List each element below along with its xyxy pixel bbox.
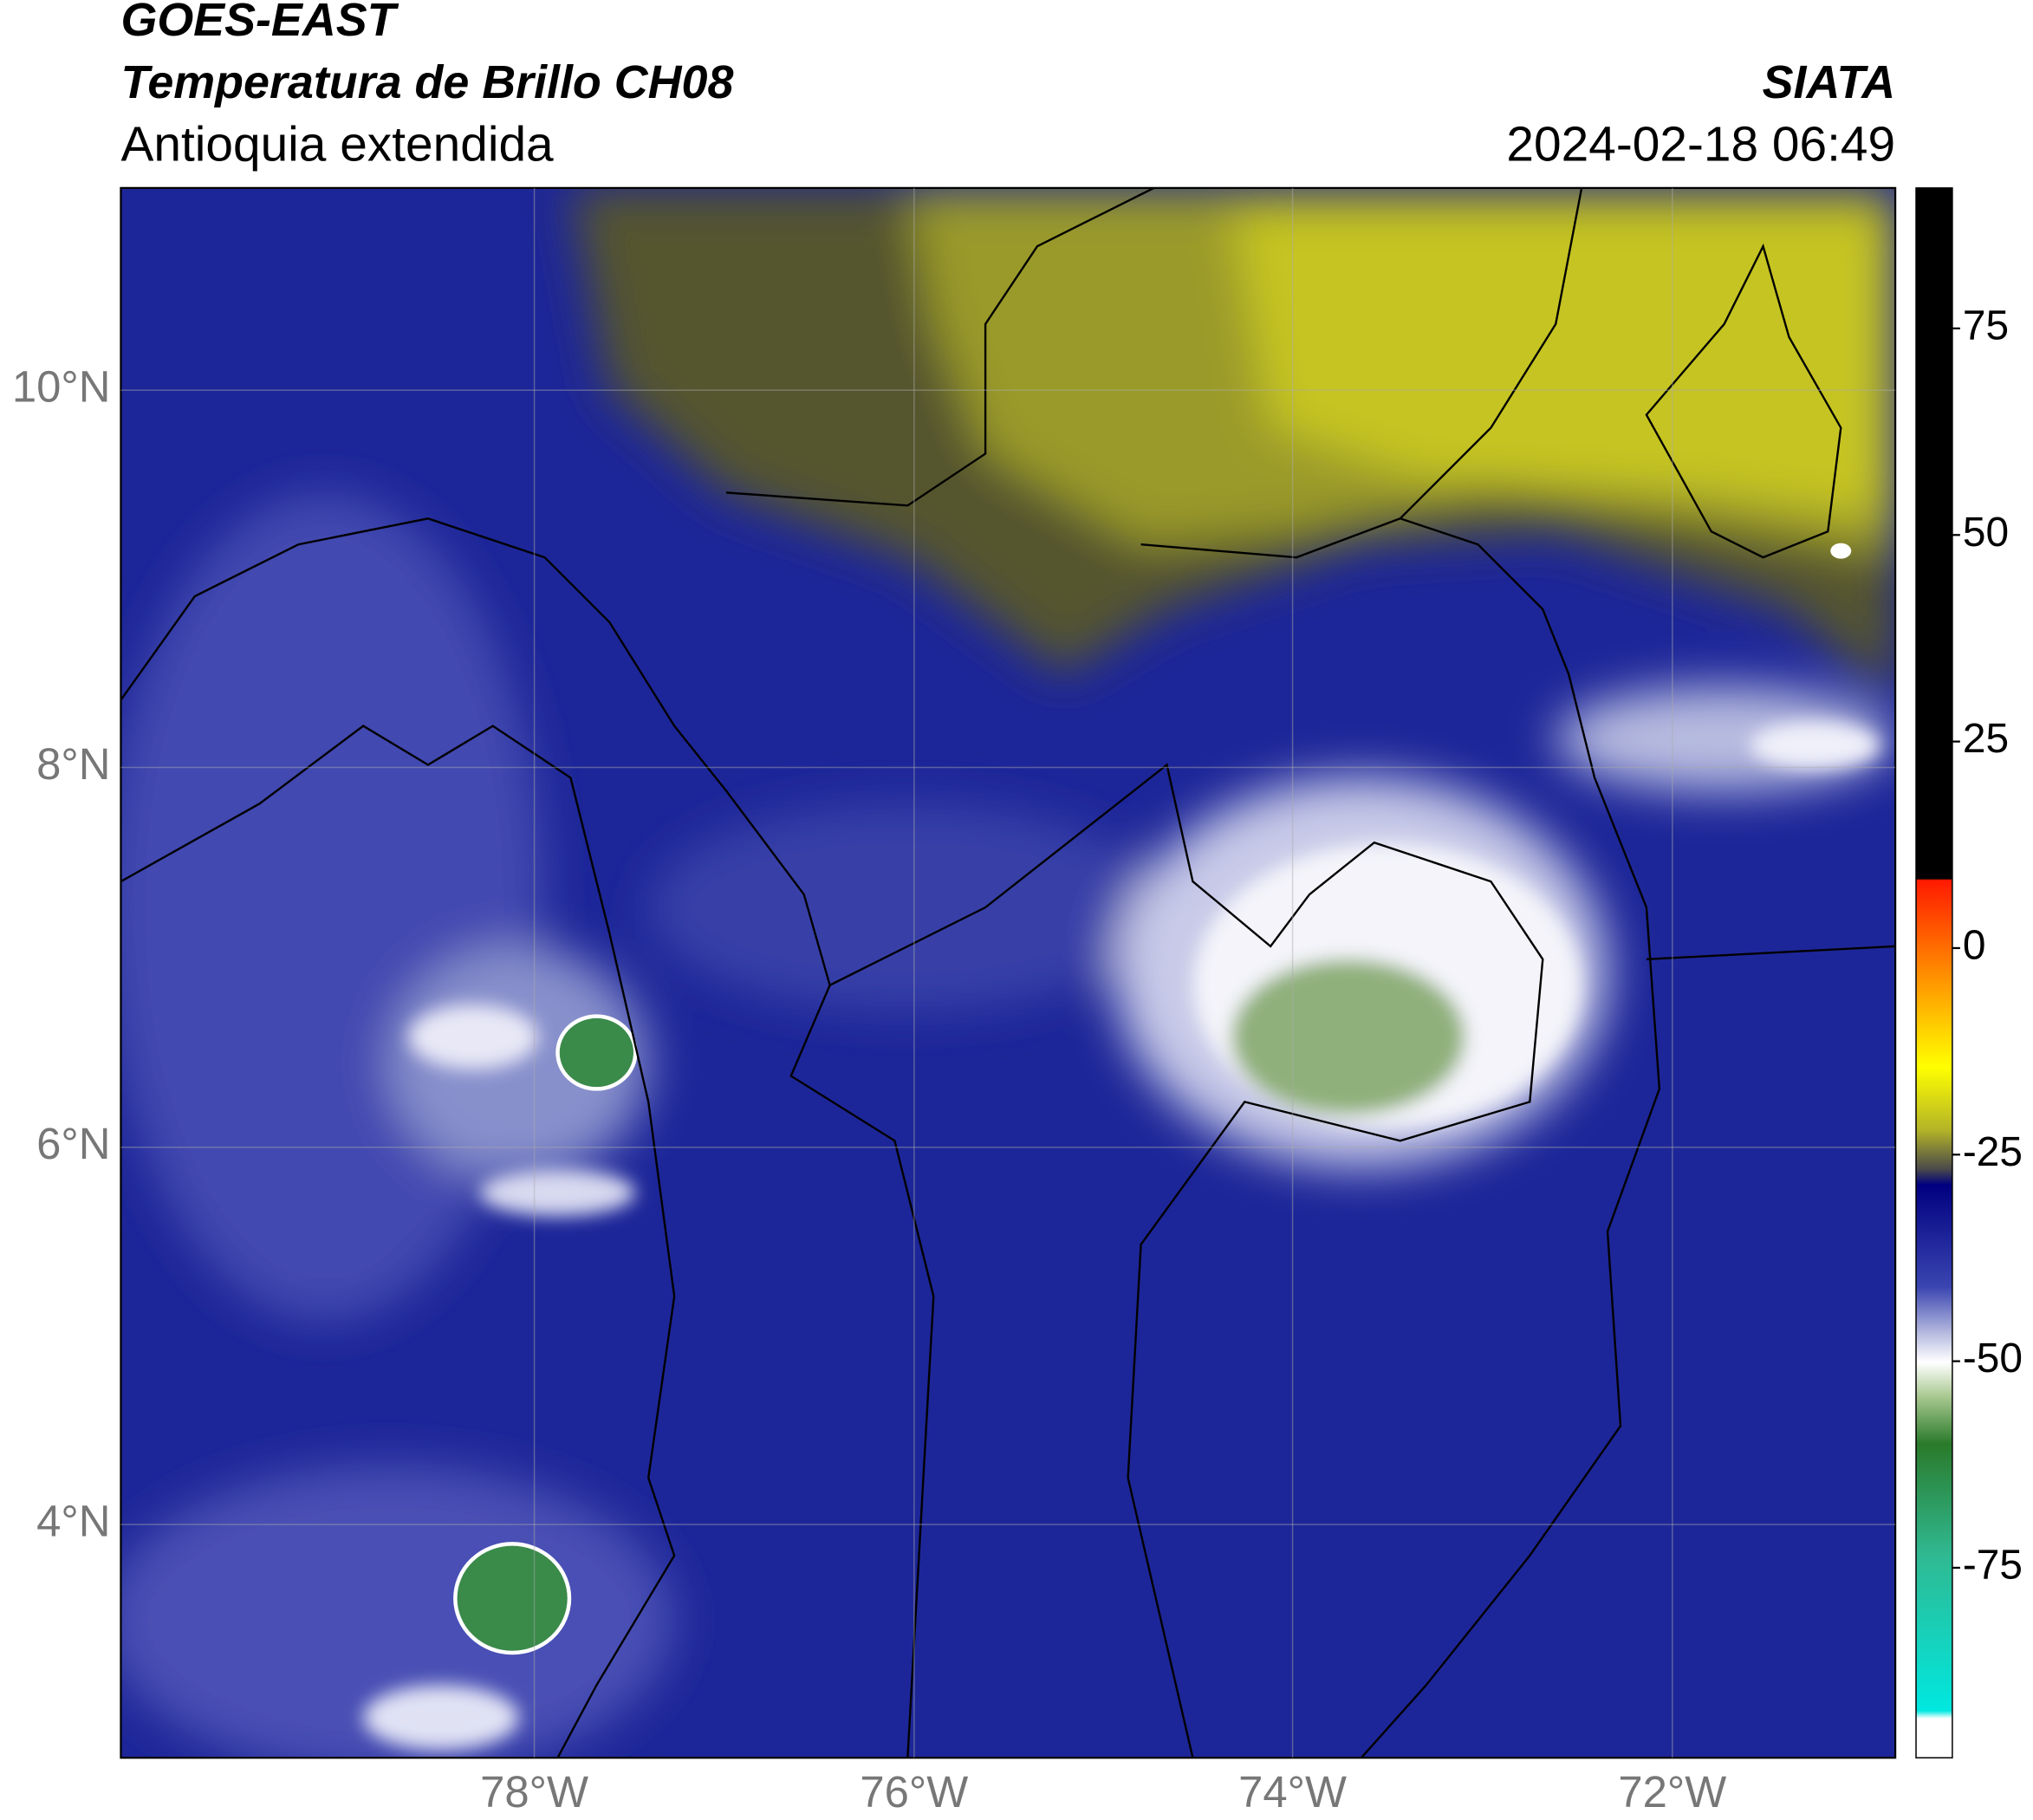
subtitle: Temperatura de Brillo CH08 (120, 56, 733, 108)
organization: SIATA (1763, 56, 1896, 108)
lat-label: 6°N (36, 1119, 110, 1168)
colorbar-label: 50 (1963, 510, 2009, 556)
colorbar-label: -25 (1963, 1129, 2023, 1175)
colorbar-label: -50 (1963, 1336, 2023, 1381)
colorbar (1915, 187, 1953, 1758)
title: GOES-EAST (120, 0, 399, 46)
colorbar-label: 25 (1963, 716, 2009, 762)
satellite-image (120, 187, 1896, 1758)
region: Antioquia extendida (120, 118, 554, 172)
lon-label: 72°W (1618, 1767, 1726, 1817)
datetime: 2024-02-18 06:49 (1506, 118, 1895, 172)
lat-label: 4°N (36, 1496, 110, 1545)
lat-label: 8°N (36, 739, 110, 789)
lat-label: 10°N (12, 362, 111, 412)
lon-label: 74°W (1238, 1767, 1347, 1817)
lon-label: 78°W (480, 1767, 588, 1817)
colorbar-label: 75 (1963, 303, 2009, 349)
colorbar-label: 0 (1963, 923, 1986, 969)
lon-label: 76°W (860, 1767, 968, 1817)
colorbar-label: -75 (1963, 1543, 2023, 1589)
map-frame (120, 186, 1897, 1759)
